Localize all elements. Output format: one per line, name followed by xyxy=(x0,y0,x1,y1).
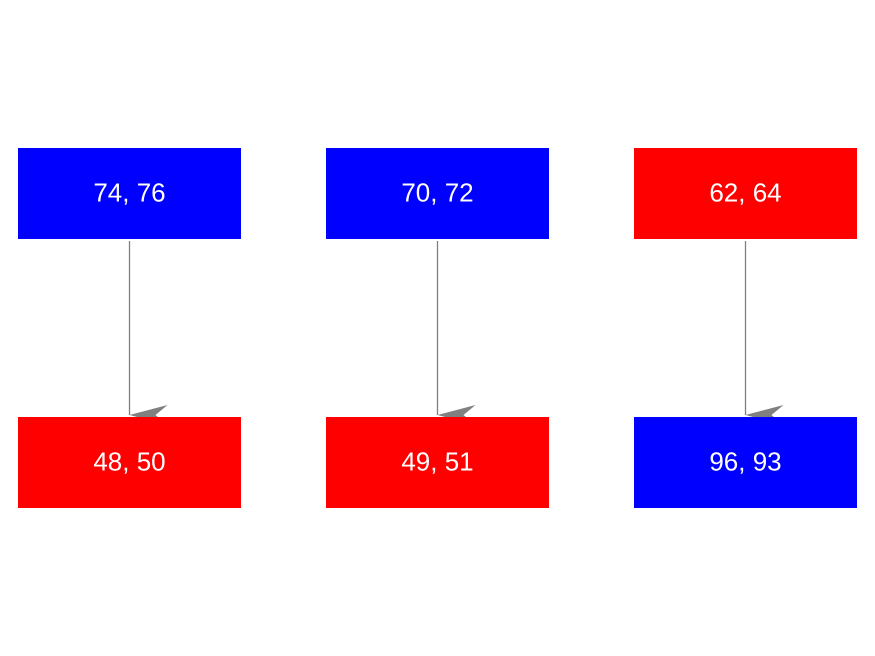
node-box xyxy=(634,417,857,508)
node-label: 62, 64 xyxy=(709,177,781,207)
node-box xyxy=(634,148,857,239)
node-box xyxy=(18,148,241,239)
node-box xyxy=(18,417,241,508)
node-label: 96, 93 xyxy=(709,446,781,476)
node-box xyxy=(326,417,549,508)
node-label: 49, 51 xyxy=(401,446,473,476)
node-box xyxy=(326,148,549,239)
node-label: 70, 72 xyxy=(401,177,473,207)
node-label: 48, 50 xyxy=(93,446,165,476)
node-label: 74, 76 xyxy=(93,177,165,207)
